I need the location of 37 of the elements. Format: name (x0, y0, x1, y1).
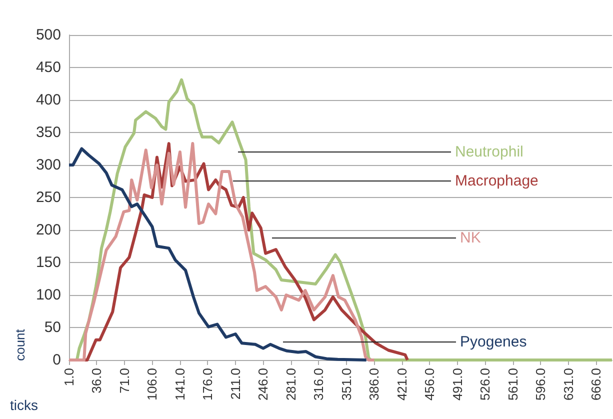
x-tick-label: 176.0 (200, 368, 216, 401)
x-tick-label: 351.0 (338, 368, 354, 401)
x-tick-label: 316.0 (311, 368, 326, 401)
x-tick-label: 281.0 (283, 368, 298, 401)
x-tick-label: 456.0 (422, 368, 438, 401)
x-tick-label: 211.0 (228, 368, 243, 400)
y-tick-label: 0 (52, 352, 61, 368)
text: Neutrophil (455, 144, 524, 160)
x-tick-label: 666.0 (588, 368, 604, 401)
x-tick-label: 141.0 (172, 368, 188, 401)
y-tick-label: 250 (36, 189, 61, 206)
x-tick-label: 421.0 (394, 368, 410, 401)
x-tick-label: 491.0 (450, 368, 465, 401)
y-tick-label: 100 (36, 286, 61, 304)
text: Macrophage (455, 172, 538, 190)
x-tick-label: 246.0 (256, 368, 271, 401)
y-tick-label: 350 (36, 124, 61, 141)
x-tick-label: 596.0 (533, 368, 548, 401)
y-tick-label: 400 (36, 92, 61, 108)
text: NK (460, 230, 481, 246)
x-tick-label: 386.0 (366, 368, 382, 401)
y-tick-label: 50 (44, 319, 61, 336)
x-tick-label: 1.0 (62, 368, 76, 386)
y-tick-label: 300 (36, 156, 61, 174)
y-tick-label: 500 (36, 26, 61, 44)
x-axis-title: ticks (10, 397, 38, 413)
x-tick-label: 561.0 (505, 368, 520, 401)
y-tick-label: 200 (36, 222, 61, 238)
y-tick-label: 450 (36, 59, 61, 76)
x-tick-label: 106.0 (144, 368, 160, 401)
text: Pyogenes (460, 334, 527, 350)
x-tick-label: 36.0 (89, 368, 104, 394)
x-tick-label: 526.0 (478, 368, 493, 401)
y-tick-label: 150 (36, 254, 61, 271)
x-tick-label: 71.0 (116, 368, 132, 394)
y-axis-title: count (12, 328, 28, 361)
x-tick-label: 631.0 (560, 368, 576, 401)
